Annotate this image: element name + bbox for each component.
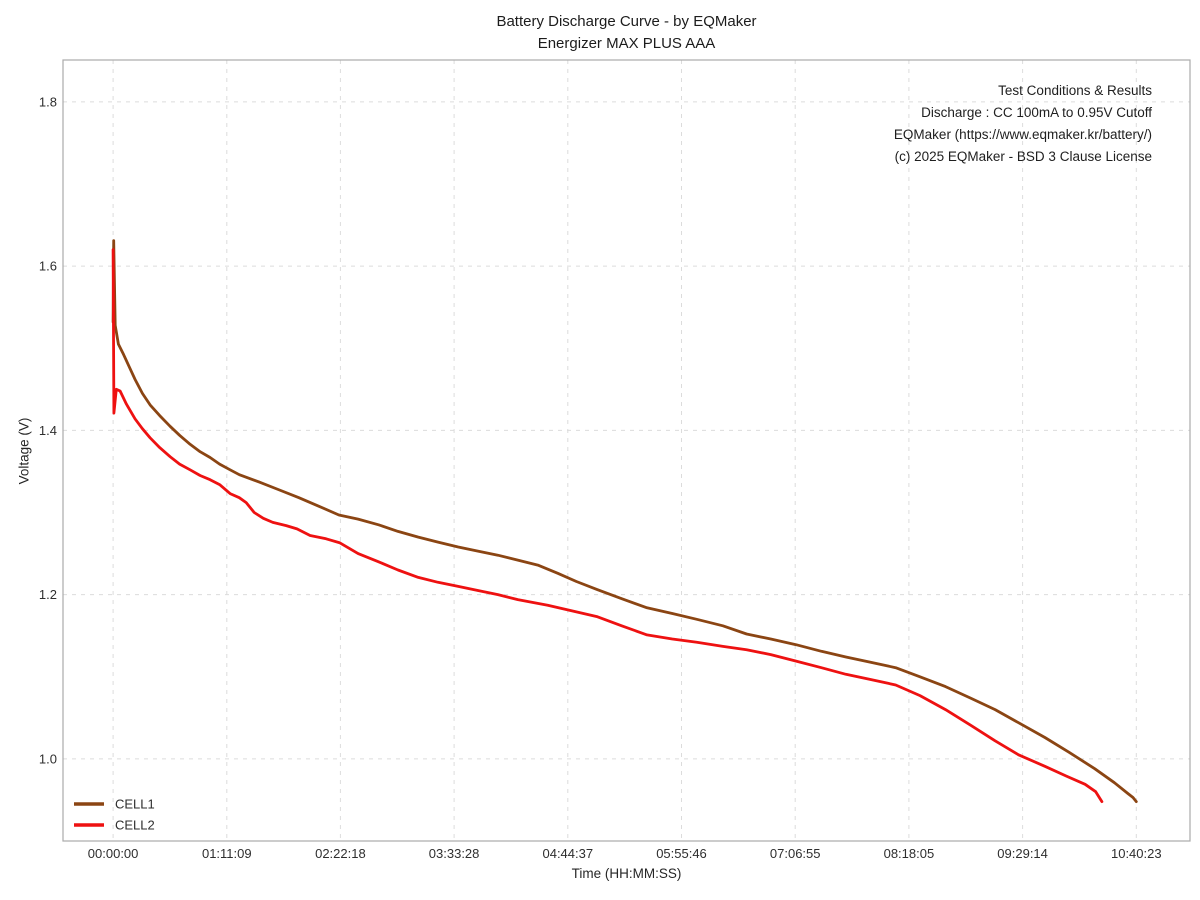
y-tick-label: 1.0 [39,751,57,766]
chart-subtitle: Energizer MAX PLUS AAA [537,35,716,52]
x-tick-label: 07:06:55 [770,846,821,861]
info-line-discharge: Discharge : CC 100mA to 0.95V Cutoff [921,105,1152,120]
cell2-curve [111,248,1104,803]
x-axis-label: Time (HH:MM:SS) [571,866,682,881]
y-axis-label: Voltage (V) [16,417,32,485]
cell1-curve [111,239,1138,803]
x-tick-label: 05:55:46 [656,846,707,861]
x-tick-label: 04:44:37 [542,846,593,861]
legend-cell2-label: CELL2 [115,818,155,833]
x-tick-label: 02:22:18 [315,846,366,861]
y-tick-label: 1.8 [39,94,57,109]
x-tick-label: 01:11:09 [202,846,252,861]
y-tick-label: 1.4 [39,423,57,438]
info-line-license: (c) 2025 EQMaker - BSD 3 Clause License [894,149,1152,164]
info-line-url: EQMaker (https://www.eqmaker.kr/battery/… [893,127,1152,142]
y-tick-label: 1.2 [39,587,57,602]
plot-border [62,59,1191,842]
test-conditions-block: Test Conditions & Results Discharge : CC… [894,80,1152,168]
x-tick-label: 08:18:05 [884,846,935,861]
info-line-heading: Test Conditions & Results [998,83,1152,98]
y-tick-label: 1.6 [39,259,57,274]
chart-title: Battery Discharge Curve - by EQMaker [496,13,757,30]
x-tick-label: 03:33:28 [429,846,480,861]
x-tick-label: 09:29:14 [997,846,1048,861]
legend-cell1-label: CELL1 [115,797,155,812]
x-tick-label: 00:00:00 [88,846,139,861]
x-tick-label: 10:40:23 [1111,846,1162,861]
